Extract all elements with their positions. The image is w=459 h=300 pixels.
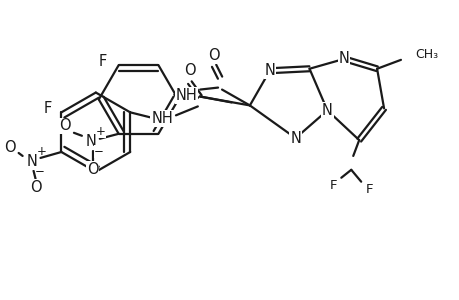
Text: −: −: [34, 165, 45, 178]
Text: O: O: [59, 118, 71, 134]
Text: +: +: [95, 125, 106, 138]
Text: O: O: [184, 63, 195, 78]
Text: N: N: [26, 154, 37, 169]
Text: F: F: [364, 183, 372, 196]
Text: −: −: [94, 145, 104, 158]
Text: N: N: [338, 51, 349, 66]
Text: O: O: [4, 140, 16, 154]
Text: CH₃: CH₃: [414, 48, 437, 62]
Text: N: N: [264, 63, 274, 78]
Text: O: O: [87, 162, 98, 177]
Text: F: F: [329, 179, 336, 192]
Text: N: N: [321, 103, 332, 118]
Text: O: O: [30, 180, 41, 195]
Text: NH: NH: [175, 88, 197, 103]
Text: F: F: [43, 101, 51, 116]
Text: F: F: [98, 54, 106, 69]
Text: O: O: [208, 48, 219, 63]
Text: N: N: [290, 130, 300, 146]
Text: N: N: [85, 134, 96, 149]
Text: +: +: [36, 146, 46, 158]
Text: NH: NH: [151, 111, 173, 126]
